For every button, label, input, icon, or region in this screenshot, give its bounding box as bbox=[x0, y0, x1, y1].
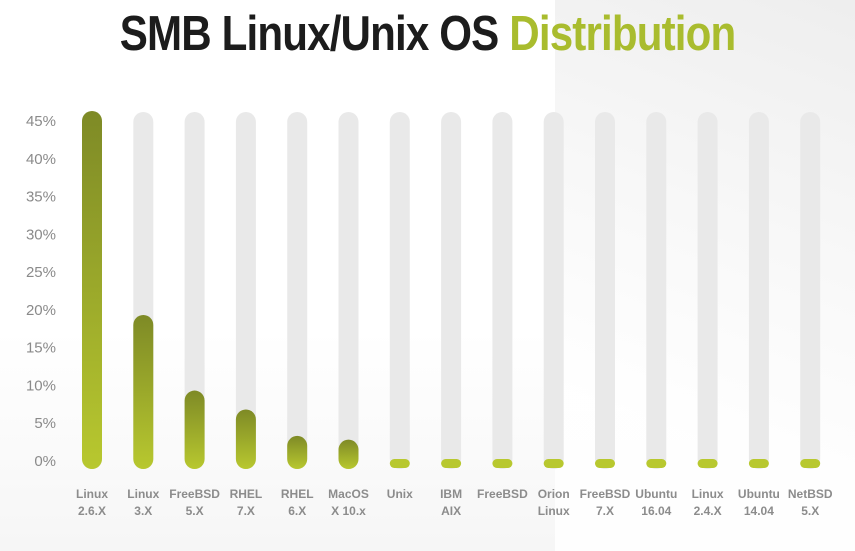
bar-track bbox=[646, 112, 667, 469]
x-tick-label: Linux bbox=[538, 504, 570, 518]
bar-track bbox=[543, 112, 564, 469]
x-tick-label: Linux bbox=[692, 487, 724, 501]
x-tick-label: 16.04 bbox=[641, 504, 671, 518]
y-tick-label: 20% bbox=[26, 302, 56, 319]
bar bbox=[748, 459, 769, 468]
bar-track bbox=[800, 112, 821, 469]
bar-track bbox=[287, 112, 308, 469]
y-tick-label: 10% bbox=[26, 377, 56, 394]
chart-title-accent: Distribution bbox=[509, 7, 736, 61]
chart-title: SMB Linux/Unix OS Distribution bbox=[60, 6, 795, 62]
bar-track bbox=[235, 112, 256, 469]
y-axis: 0% 5% 10% 15% 20% 25% 30% 35% 40% 45% bbox=[26, 113, 56, 470]
x-tick-label: 5.X bbox=[801, 504, 819, 518]
bar bbox=[338, 439, 359, 469]
x-tick-label: X 10.x bbox=[331, 504, 366, 518]
bar bbox=[389, 459, 410, 468]
y-tick-label: 15% bbox=[26, 340, 56, 357]
bar bbox=[287, 435, 308, 469]
y-tick-label: 35% bbox=[26, 189, 56, 206]
bar bbox=[441, 459, 462, 468]
bar-track bbox=[595, 112, 615, 469]
x-tick-label: 7.X bbox=[596, 504, 614, 518]
bar bbox=[235, 409, 256, 469]
y-tick-label: 45% bbox=[26, 113, 56, 130]
bar bbox=[697, 459, 718, 468]
x-tick-label: Orion bbox=[538, 487, 570, 501]
x-tick-label: Ubuntu bbox=[738, 487, 780, 501]
x-tick-label: Linux bbox=[127, 487, 159, 501]
bar-track bbox=[441, 112, 462, 469]
bar-track bbox=[697, 112, 718, 469]
x-tick-label: Linux bbox=[76, 487, 108, 501]
bar bbox=[82, 111, 102, 469]
x-tick-label: RHEL bbox=[230, 487, 263, 501]
x-tick-label: FreeBSD bbox=[169, 487, 220, 501]
x-tick-label: IBM bbox=[440, 487, 462, 501]
x-axis-labels: Linux 2.6.X Linux 3.X FreeBSD 5.X RHEL 7.X RHEL 6… bbox=[76, 487, 833, 518]
bars bbox=[82, 111, 821, 469]
x-tick-label: NetBSD bbox=[788, 487, 833, 501]
bar bbox=[184, 390, 205, 469]
chart-title-main: SMB Linux/Unix OS bbox=[119, 7, 500, 61]
bar bbox=[133, 315, 154, 469]
x-tick-label: FreeBSD bbox=[477, 487, 528, 501]
bar bbox=[595, 459, 615, 468]
x-tick-label: 5.X bbox=[186, 504, 204, 518]
y-tick-label: 25% bbox=[26, 264, 56, 281]
x-tick-label: 6.X bbox=[288, 504, 306, 518]
x-tick-label: 2.6.X bbox=[78, 504, 106, 518]
x-tick-label: MacOS bbox=[328, 487, 369, 501]
x-tick-label: AIX bbox=[441, 504, 461, 518]
bar-track bbox=[748, 112, 769, 469]
y-tick-label: 40% bbox=[26, 151, 56, 168]
y-tick-label: 30% bbox=[26, 226, 56, 243]
y-tick-label: 5% bbox=[34, 415, 56, 432]
bar-track bbox=[389, 112, 410, 469]
bar bbox=[543, 459, 564, 468]
bar-track bbox=[338, 112, 359, 469]
y-tick-label: 0% bbox=[34, 453, 56, 470]
x-tick-label: 7.X bbox=[237, 504, 255, 518]
bar bbox=[800, 459, 821, 468]
x-tick-label: Unix bbox=[387, 487, 413, 501]
x-tick-label: RHEL bbox=[281, 487, 314, 501]
x-tick-label: 3.X bbox=[134, 504, 152, 518]
bar-track bbox=[492, 112, 513, 469]
bar-track bbox=[184, 112, 205, 469]
bar bbox=[646, 459, 667, 468]
x-tick-label: 14.04 bbox=[744, 504, 774, 518]
x-tick-label: FreeBSD bbox=[580, 487, 631, 501]
x-tick-label: Ubuntu bbox=[635, 487, 677, 501]
x-tick-label: 2.4.X bbox=[694, 504, 722, 518]
bar bbox=[492, 459, 513, 468]
